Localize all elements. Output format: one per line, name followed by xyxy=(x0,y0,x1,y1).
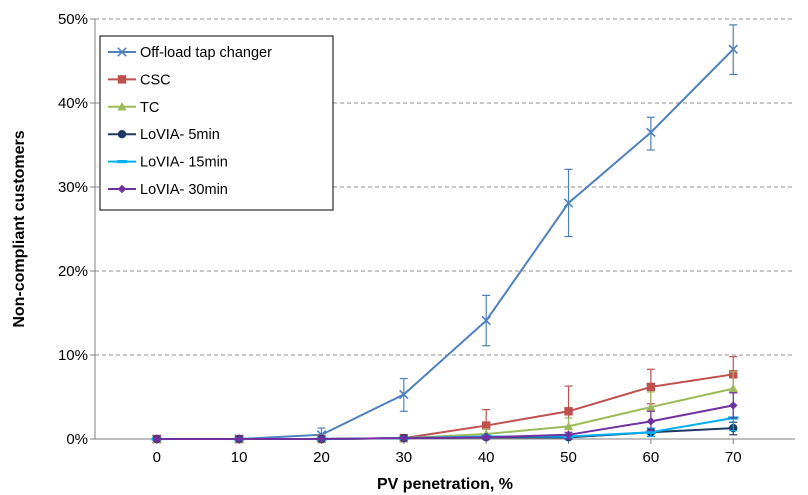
data-point xyxy=(646,127,656,138)
legend: Off-load tap changer CSC TC LoVIA- 5min LoVI… xyxy=(99,35,334,211)
y-tick-label: 40% xyxy=(58,95,88,112)
x-tick-label: 20 xyxy=(313,449,330,466)
series-lovia-30min xyxy=(152,392,738,444)
data-point xyxy=(728,383,738,393)
legend-box xyxy=(99,35,334,211)
legend-swatch-marker xyxy=(117,130,127,139)
y-tick-label: 50% xyxy=(58,11,88,28)
data-point xyxy=(564,407,573,416)
y-tick-label: 10% xyxy=(58,347,88,364)
data-point xyxy=(152,434,161,444)
data-point xyxy=(563,198,574,208)
data-point xyxy=(728,44,739,55)
legend-swatch-marker xyxy=(117,75,127,84)
series-line xyxy=(156,404,734,440)
data-point xyxy=(317,434,326,444)
series-group xyxy=(151,24,739,444)
marker-stroke xyxy=(646,127,656,138)
marker-stroke xyxy=(563,198,574,208)
data-point xyxy=(646,402,656,411)
legend-entry: Off-load tap changer xyxy=(108,45,272,61)
legend-label: LoVIA- 15min xyxy=(140,155,228,171)
y-tick-label: 20% xyxy=(58,263,88,280)
axes: 0% 10% 20% 30% 40% 50% 0 10 20 30 40 50 60 70 xyxy=(58,11,795,466)
legend-label: Off-load tap changer xyxy=(140,45,272,61)
x-tick-label: 40 xyxy=(478,449,495,466)
data-point xyxy=(645,430,657,434)
data-point xyxy=(564,430,573,439)
data-point xyxy=(234,434,244,444)
marker-stroke xyxy=(117,47,127,57)
data-point xyxy=(729,401,738,410)
data-point xyxy=(646,417,656,426)
data-point xyxy=(563,421,574,431)
legend-swatch-marker xyxy=(117,102,127,111)
marker-stroke xyxy=(481,315,491,326)
legend-entry: CSC xyxy=(108,72,171,88)
x-tick-label: 50 xyxy=(560,449,577,466)
y-axis-title: Non-compliant customers xyxy=(11,130,28,327)
x-tick-label: 10 xyxy=(231,449,248,466)
legend-swatch-marker xyxy=(117,47,127,57)
x-tick-label: 0 xyxy=(153,449,161,466)
legend-label: LoVIA- 5min xyxy=(140,127,220,143)
legend-entry: LoVIA- 15min xyxy=(108,155,228,171)
legend-entry: TC xyxy=(108,100,159,116)
data-point xyxy=(481,421,491,430)
legend-label: TC xyxy=(140,100,159,116)
data-point xyxy=(646,382,656,392)
marker-stroke xyxy=(399,389,409,400)
x-tick-label: 60 xyxy=(643,449,660,466)
marker-stroke xyxy=(728,44,739,55)
legend-entry: LoVIA- 30min xyxy=(108,182,228,198)
legend-label: CSC xyxy=(140,72,171,88)
y-tick-label: 0% xyxy=(66,431,88,448)
legend-swatch-marker xyxy=(116,160,128,164)
x-axis-title: PV penetration, % xyxy=(377,476,513,493)
x-tick-label: 30 xyxy=(395,449,412,466)
legend-label: LoVIA- 30min xyxy=(140,182,228,198)
legend-entry: LoVIA- 5min xyxy=(108,127,220,143)
legend-swatch-marker xyxy=(117,184,127,194)
data-point xyxy=(399,389,409,400)
y-tick-label: 30% xyxy=(58,179,88,196)
x-tick-label: 70 xyxy=(725,449,742,466)
gridlines xyxy=(95,18,795,356)
data-point xyxy=(399,433,409,443)
data-point xyxy=(481,433,491,442)
data-point xyxy=(481,315,491,326)
